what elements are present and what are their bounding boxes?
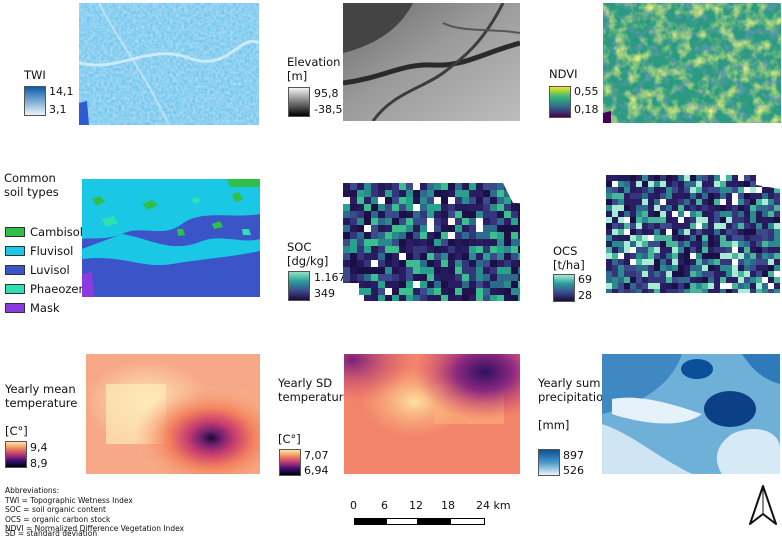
scale-tick-label: 6	[381, 499, 388, 512]
elevation-min: -38,5	[314, 103, 343, 116]
twi-color-ramp	[24, 86, 46, 116]
scale-segment	[450, 518, 485, 525]
temp-mean-max: 9,4	[30, 441, 48, 454]
legend-swatch-cambisol	[5, 227, 25, 237]
soc-unit: [dg/kg]	[287, 254, 329, 268]
scale-segment	[386, 518, 418, 525]
soc-min: 349	[314, 287, 335, 300]
precip-max: 897	[563, 449, 584, 462]
legend-swatch-fluvisol	[5, 246, 25, 256]
ndvi-title: NDVI	[549, 67, 578, 81]
soil-title: Common soil types	[4, 171, 59, 199]
ndvi-map	[603, 3, 781, 123]
legend-label-phaeozem: Phaeozem	[30, 282, 90, 296]
abbreviation-item: NDVI = Normalized Difference Vegetation …	[5, 524, 185, 533]
temp-sd-max: 7,07	[304, 449, 329, 462]
precip-unit: [mm]	[538, 418, 570, 432]
precip-map	[602, 354, 780, 474]
abbreviations-heading: Abbreviations:	[5, 486, 60, 495]
scale-tick-label: 24 km	[476, 499, 511, 512]
ocs-color-ramp	[553, 274, 575, 302]
abbreviation-item: SD = standard deviation	[5, 529, 98, 538]
temp-mean-color-ramp	[5, 441, 27, 468]
temp-sd-unit: [C°]	[278, 432, 301, 446]
elevation-max: 95,8	[314, 87, 339, 100]
elevation-color-ramp	[288, 87, 310, 117]
twi-max: 14,1	[49, 85, 74, 98]
legend-swatch-mask	[5, 303, 25, 313]
twi-min: 3,1	[49, 103, 67, 116]
ocs-min: 28	[578, 289, 592, 302]
soc-color-ramp	[288, 271, 310, 301]
ndvi-max: 0,55	[574, 85, 599, 98]
abbreviation-item: OCS = organic carbon stock	[5, 514, 111, 524]
scale-segment	[418, 518, 450, 525]
elevation-title: Elevation	[287, 55, 341, 69]
ndvi-min: 0,18	[574, 103, 599, 116]
precip-title: Yearly sum precipitation	[538, 376, 611, 404]
abbreviation-item: SOC = soil organic content	[5, 505, 106, 514]
ocs-map	[606, 175, 780, 293]
precip-min: 526	[563, 464, 584, 477]
temp-sd-map	[344, 354, 520, 474]
legend-label-fluvisol: Fluvisol	[30, 244, 74, 258]
ndvi-color-ramp	[549, 86, 571, 118]
legend-label-cambisol: Cambisol	[30, 225, 83, 239]
scale-tick-label: 12	[409, 499, 423, 512]
soc-map	[343, 183, 520, 301]
soc-max: 1.167	[314, 271, 346, 284]
ocs-unit: [t/ha]	[553, 258, 585, 272]
temp-mean-map	[86, 354, 260, 474]
legend-swatch-luvisol	[5, 265, 25, 275]
ocs-max: 69	[578, 273, 592, 286]
legend-swatch-phaeozem	[5, 284, 25, 294]
soc-title: SOC	[287, 240, 312, 254]
legend-label-mask: Mask	[30, 301, 60, 315]
ocs-title: OCS	[553, 244, 578, 258]
north-arrow-icon	[748, 484, 778, 526]
scale-segment	[354, 518, 386, 525]
twi-map	[79, 3, 259, 125]
temp-mean-min: 8,9	[30, 457, 48, 470]
elevation-unit: [m]	[287, 69, 308, 83]
precip-color-ramp	[538, 449, 560, 476]
temp-sd-title: Yearly SD temperature	[278, 376, 351, 404]
twi-title: TWI	[24, 68, 46, 82]
soil-map	[82, 179, 260, 297]
scale-tick-label: 0	[350, 499, 357, 512]
temp-mean-title: Yearly mean temperature	[5, 382, 78, 410]
abbreviation-item: TWI = Topographic Wetness Index	[5, 495, 133, 505]
legend-label-luvisol: Luvisol	[30, 263, 70, 277]
temp-sd-min: 6,94	[304, 464, 329, 477]
temp-sd-color-ramp	[279, 449, 301, 476]
elevation-map	[343, 3, 520, 121]
temp-mean-unit: [C°]	[5, 424, 28, 438]
scale-tick-label: 18	[441, 499, 455, 512]
